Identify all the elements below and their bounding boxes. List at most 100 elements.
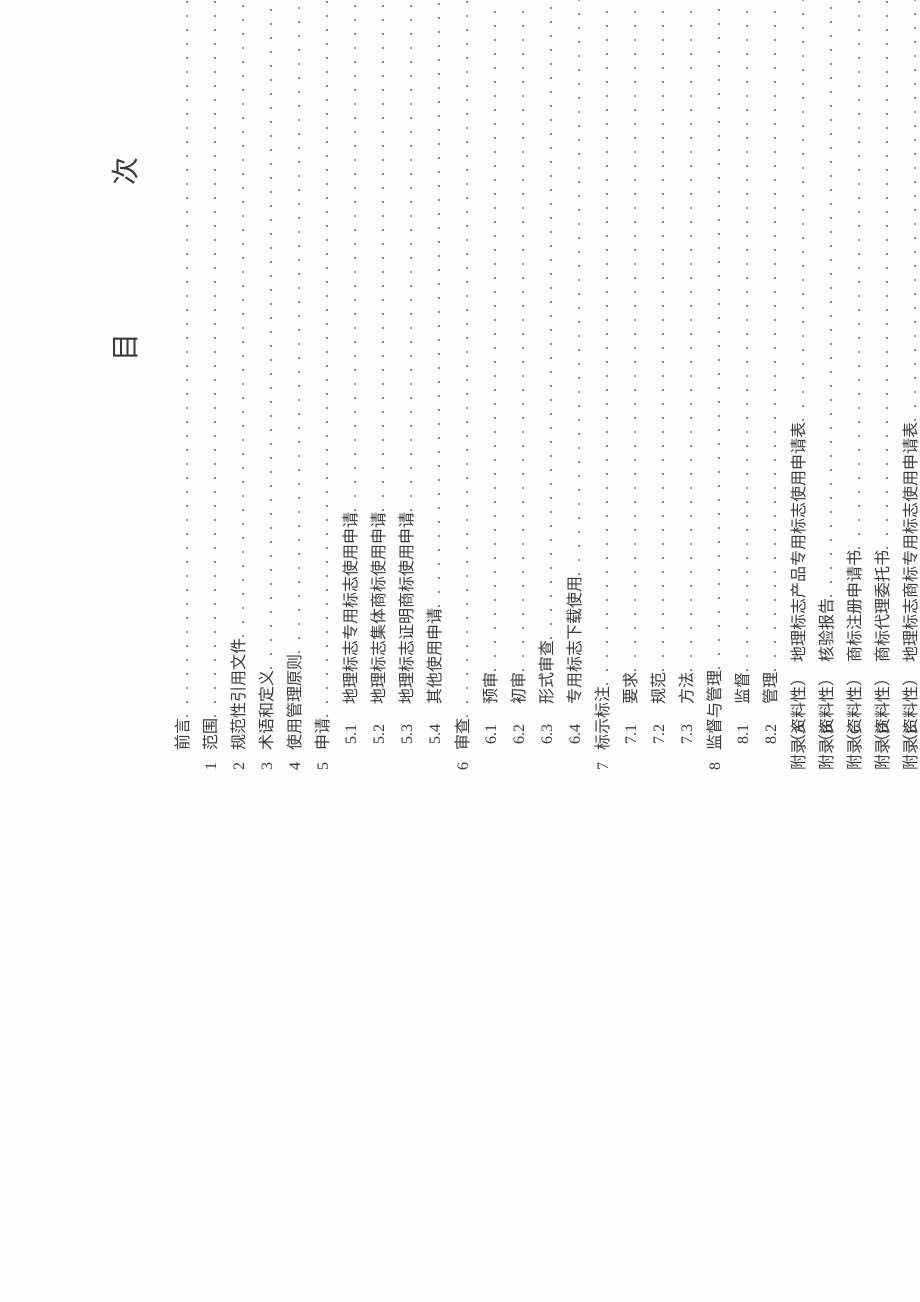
toc-row: 附录 B （资料性） 核验报告6 bbox=[814, 0, 842, 770]
toc-num: 7.2 bbox=[646, 704, 674, 744]
toc-row: 1 范围1 bbox=[198, 0, 226, 770]
toc-num: 6.2 bbox=[506, 704, 534, 744]
toc-num: 4 bbox=[282, 750, 310, 770]
toc-row: 5.2 地理标志集体商标使用申请2 bbox=[366, 0, 394, 770]
toc-row: 5 申请1 bbox=[310, 0, 338, 770]
toc-row: 7.1 要求3 bbox=[618, 0, 646, 770]
toc-num: 1 bbox=[198, 750, 226, 770]
page: DB 65/T 4675—2023 目 次 前言II1 范围12 规范性引用文件… bbox=[0, 0, 920, 920]
toc-label: 地理标志集体商标使用申请 bbox=[366, 512, 394, 704]
dot-leader bbox=[478, 0, 506, 672]
toc-num: 3 bbox=[254, 750, 282, 770]
toc-label: 标示标注 bbox=[590, 686, 618, 750]
toc-row: 7.2 规范3 bbox=[646, 0, 674, 770]
toc-row: 3 术语和定义1 bbox=[254, 0, 282, 770]
toc-num: 5 bbox=[310, 750, 338, 770]
toc-num: 8.1 bbox=[730, 704, 758, 744]
toc-num: 5.3 bbox=[394, 704, 422, 744]
toc-row: 7.3 方法3 bbox=[674, 0, 702, 770]
dot-leader bbox=[310, 0, 338, 718]
toc-row: 4 使用管理原则1 bbox=[282, 0, 310, 770]
toc-num: 附录 A bbox=[786, 750, 814, 770]
toc-list: 前言II1 范围12 规范性引用文件13 术语和定义14 使用管理原则15 申请… bbox=[170, 0, 920, 770]
toc-label: 地理标志专用标志使用申请 bbox=[338, 512, 366, 704]
toc-row: 附录 A （资料性） 地理标志产品专用标志使用申请表5 bbox=[786, 0, 814, 770]
toc-num: 6.3 bbox=[534, 704, 562, 744]
toc-row: 6.3 形式审查3 bbox=[534, 0, 562, 770]
toc-row: 前言II bbox=[170, 0, 198, 770]
toc-row: 6 审查2 bbox=[450, 0, 478, 770]
toc-num: 7 bbox=[590, 750, 618, 770]
toc-label: 监督 bbox=[730, 672, 758, 704]
toc-label: 规范 bbox=[646, 672, 674, 704]
toc-label: 要求 bbox=[618, 672, 646, 704]
dot-leader bbox=[450, 0, 478, 718]
toc-num: 6.1 bbox=[478, 704, 506, 744]
toc-label: 专用标志下载使用 bbox=[562, 576, 590, 704]
dot-leader bbox=[786, 0, 814, 422]
toc-row: 5.3 地理标志证明商标使用申请2 bbox=[394, 0, 422, 770]
dot-leader bbox=[758, 0, 786, 672]
toc-row: 5.4 其他使用申请2 bbox=[422, 0, 450, 770]
toc-label: （资料性） 核验报告 bbox=[814, 598, 842, 750]
toc-row: 7 标示标注3 bbox=[590, 0, 618, 770]
dot-leader bbox=[674, 0, 702, 672]
toc-label: 术语和定义 bbox=[254, 670, 282, 750]
toc-row: 8.1 监督4 bbox=[730, 0, 758, 770]
toc-num: 5.4 bbox=[422, 704, 450, 744]
dot-leader bbox=[254, 0, 282, 670]
dot-leader bbox=[338, 0, 366, 512]
dot-leader bbox=[618, 0, 646, 672]
toc-label: 审查 bbox=[450, 718, 478, 750]
dot-leader bbox=[562, 0, 590, 576]
toc-num: 附录 B bbox=[814, 750, 842, 770]
toc-num: 7.3 bbox=[674, 704, 702, 744]
dot-leader bbox=[646, 0, 674, 672]
toc-label: （资料性） 地理标志产品专用标志使用申请表 bbox=[786, 422, 814, 750]
toc-title: 目 次 bbox=[104, 0, 144, 770]
toc-num: 8.2 bbox=[758, 704, 786, 744]
dot-leader bbox=[702, 0, 730, 670]
toc-num: 附录 E bbox=[898, 750, 920, 770]
toc-num: 6.4 bbox=[562, 704, 590, 744]
dot-leader bbox=[282, 0, 310, 654]
toc-label: 规范性引用文件 bbox=[226, 638, 254, 750]
toc-label: 形式审查 bbox=[534, 640, 562, 704]
dot-leader bbox=[730, 0, 758, 672]
dot-leader bbox=[534, 0, 562, 640]
toc-row: 8.2 管理4 bbox=[758, 0, 786, 770]
toc-num: 5.1 bbox=[338, 704, 366, 744]
page-footer-number: I bbox=[864, 0, 882, 770]
toc-label: 预审 bbox=[478, 672, 506, 704]
toc-label: 方法 bbox=[674, 672, 702, 704]
dot-leader bbox=[506, 0, 534, 672]
toc-row: 2 规范性引用文件1 bbox=[226, 0, 254, 770]
toc-label: 范围 bbox=[198, 718, 226, 750]
dot-leader bbox=[198, 0, 226, 718]
toc-label: （资料性） 地理标志商标专用标志使用申请表 bbox=[898, 422, 920, 750]
toc-row: 6.4 专用标志下载使用3 bbox=[562, 0, 590, 770]
toc-num: 6 bbox=[450, 750, 478, 770]
dot-leader bbox=[590, 0, 618, 686]
toc-label: 申请 bbox=[310, 718, 338, 750]
toc-label: 地理标志证明商标使用申请 bbox=[394, 512, 422, 704]
toc-row: 8 监督与管理4 bbox=[702, 0, 730, 770]
doc-number: DB 65/T 4675—2023 bbox=[55, 0, 76, 770]
toc-label: 其他使用申请 bbox=[422, 608, 450, 704]
toc-row: 5.1 地理标志专用标志使用申请1 bbox=[338, 0, 366, 770]
dot-leader bbox=[226, 0, 254, 638]
toc-num: 7.1 bbox=[618, 704, 646, 744]
toc-row: 6.2 初审3 bbox=[506, 0, 534, 770]
toc-num: 5.2 bbox=[366, 704, 394, 744]
toc-label: 初审 bbox=[506, 672, 534, 704]
toc-label: 使用管理原则 bbox=[282, 654, 310, 750]
dot-leader bbox=[170, 0, 198, 718]
toc-label: 监督与管理 bbox=[702, 670, 730, 750]
dot-leader bbox=[366, 0, 394, 512]
toc-num: 2 bbox=[226, 750, 254, 770]
dot-leader bbox=[422, 0, 450, 608]
dot-leader bbox=[814, 0, 842, 598]
dot-leader bbox=[394, 0, 422, 512]
toc-label: 管理 bbox=[758, 672, 786, 704]
dot-leader bbox=[898, 0, 920, 422]
